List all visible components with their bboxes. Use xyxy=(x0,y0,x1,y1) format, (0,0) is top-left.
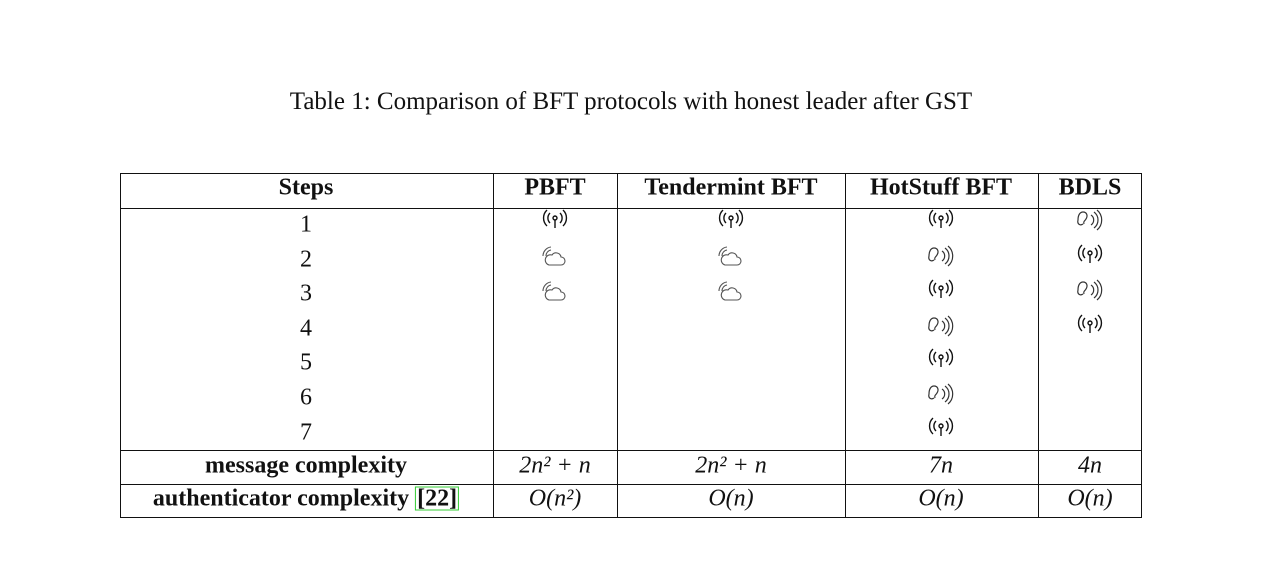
step-number: 2 xyxy=(300,246,312,273)
table-rules xyxy=(120,173,1142,518)
complexity-value: O(n) xyxy=(918,485,964,512)
row-label: authenticator complexity [22] xyxy=(152,485,460,513)
step-number: 5 xyxy=(300,349,312,376)
column-header: BDLS xyxy=(1058,174,1122,201)
step-number: 4 xyxy=(300,315,312,342)
complexity-value: 4n xyxy=(1078,452,1102,479)
step-icons xyxy=(542,209,1103,437)
column-header: Steps xyxy=(278,174,334,201)
step-number: 3 xyxy=(300,280,312,307)
step-number: 6 xyxy=(300,384,312,411)
complexity-value: 7n xyxy=(929,452,953,479)
complexity-value: O(n) xyxy=(1067,485,1113,512)
column-header: PBFT xyxy=(524,174,586,201)
step-number: 7 xyxy=(300,419,312,446)
caption: Table 1: Comparison of BFT protocols wit… xyxy=(289,88,973,115)
complexity-value: O(n) xyxy=(708,485,754,512)
row-label: message complexity xyxy=(205,452,407,479)
complexity-value: 2n² + n xyxy=(519,452,591,479)
column-header: Tendermint BFT xyxy=(644,174,818,201)
step-number: 1 xyxy=(300,211,312,238)
column-header: HotStuff BFT xyxy=(869,174,1013,201)
citation: [22] xyxy=(415,485,460,512)
complexity-value: 2n² + n xyxy=(695,452,767,479)
row-label-text: authenticator complexity xyxy=(152,485,410,512)
complexity-value: O(n²) xyxy=(528,485,582,512)
